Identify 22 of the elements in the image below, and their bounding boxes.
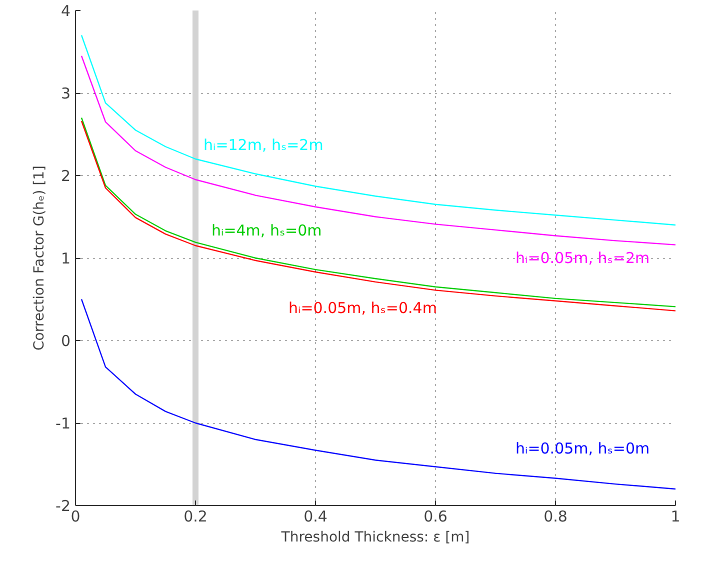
x-tick-label: 1 bbox=[670, 508, 680, 526]
line-series bbox=[80, 298, 676, 490]
line-series bbox=[80, 34, 676, 226]
series-label: hᵢ=4m, hₛ=0m bbox=[212, 221, 322, 240]
y-axis-title: Correction Factor G(hₑ) [1] bbox=[32, 166, 48, 350]
y-tick-label: 0 bbox=[60, 332, 71, 350]
x-axis-title: Threshold Thickness: ε [m] bbox=[280, 530, 470, 546]
series-label: hᵢ=0.05m, hₛ=0m bbox=[516, 439, 650, 458]
y-tick-label: 1 bbox=[60, 250, 71, 268]
y-tick-label: 2 bbox=[60, 167, 71, 185]
x-tick-label: 0.8 bbox=[544, 508, 568, 526]
y-tick-label: -1 bbox=[56, 414, 71, 432]
y-tick-label: -2 bbox=[56, 497, 71, 515]
series-label: hᵢ=0.05m, hₛ=0.4m bbox=[288, 299, 437, 318]
x-tick-label: 0.2 bbox=[184, 508, 208, 526]
y-tick-label: 4 bbox=[60, 2, 71, 20]
line-series bbox=[80, 55, 676, 246]
x-tick-label: 0.6 bbox=[424, 508, 448, 526]
y-tick-label: 3 bbox=[60, 84, 71, 102]
series-label: hᵢ=12m, hₛ=2m bbox=[204, 136, 324, 154]
x-tick-label: 0.4 bbox=[304, 508, 328, 526]
series-label: hᵢ=0.05m, hₛ=2m bbox=[516, 248, 650, 267]
